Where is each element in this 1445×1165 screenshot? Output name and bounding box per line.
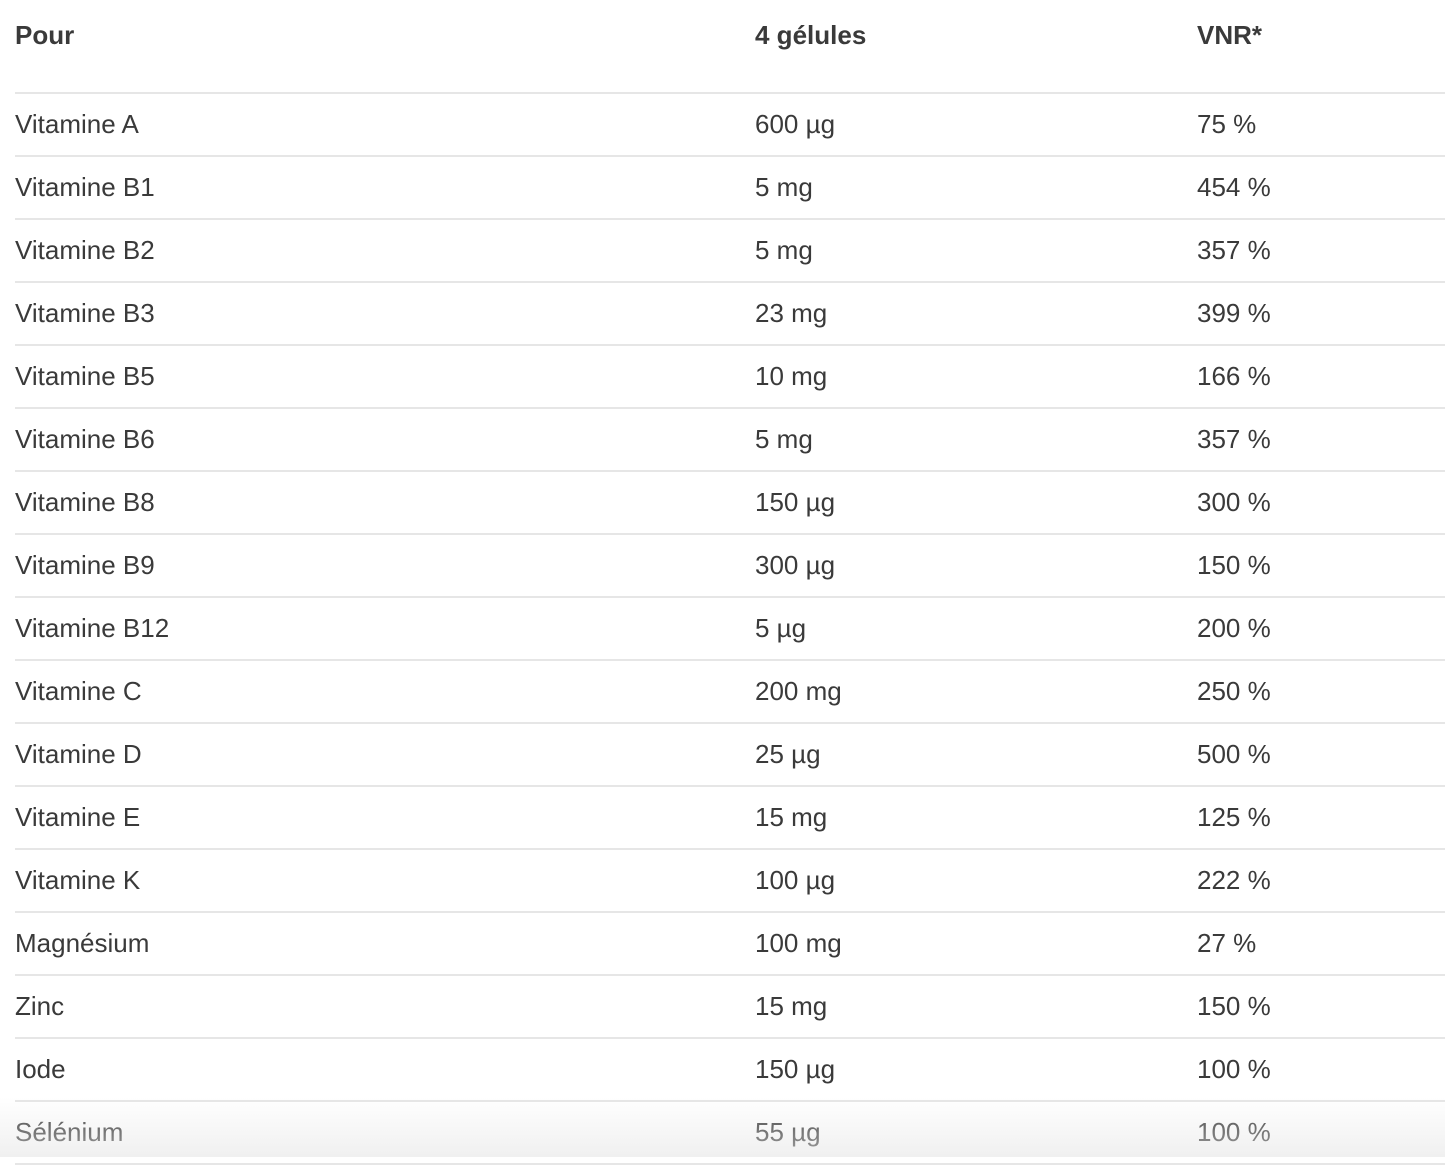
vnr-value: 125 % [1197, 786, 1445, 850]
dose-value: 100 mg [755, 912, 1197, 976]
table-row: Vitamine B3 23 mg 399 % [15, 282, 1445, 346]
dose-value: 15 mg [755, 786, 1197, 850]
dose-value: 10 mg [755, 345, 1197, 409]
table-header-row: Pour 4 gélules VNR* [15, 0, 1445, 94]
nutrient-name: Vitamine B2 [15, 219, 755, 283]
dose-value: 55 µg [755, 1101, 1197, 1165]
dose-value: 100 µg [755, 849, 1197, 913]
table-row: Vitamine B12 5 µg 200 % [15, 597, 1445, 661]
nutrient-name: Vitamine B8 [15, 471, 755, 535]
dose-value: 23 mg [755, 282, 1197, 346]
nutrient-name: Vitamine B12 [15, 597, 755, 661]
nutrient-name: Vitamine B1 [15, 156, 755, 220]
vnr-value: 100 % [1197, 1038, 1445, 1102]
dose-value: 15 mg [755, 975, 1197, 1039]
table-row: Vitamine B9 300 µg 150 % [15, 534, 1445, 598]
table-row: Iode 150 µg 100 % [15, 1038, 1445, 1102]
vnr-value: 150 % [1197, 975, 1445, 1039]
vnr-value: 250 % [1197, 660, 1445, 724]
nutrition-table: Pour 4 gélules VNR* Vitamine A 600 µg 75 %… [15, 0, 1445, 1165]
table-row: Vitamine B8 150 µg 300 % [15, 471, 1445, 535]
dose-value: 150 µg [755, 471, 1197, 535]
vnr-value: 500 % [1197, 723, 1445, 787]
nutrient-name: Sélénium [15, 1101, 755, 1165]
dose-value: 25 µg [755, 723, 1197, 787]
table-row: Vitamine C 200 mg 250 % [15, 660, 1445, 724]
nutrient-name: Vitamine B9 [15, 534, 755, 598]
table-row: Vitamine D 25 µg 500 % [15, 723, 1445, 787]
nutrient-name: Vitamine K [15, 849, 755, 913]
vnr-value: 27 % [1197, 912, 1445, 976]
dose-value: 300 µg [755, 534, 1197, 598]
table-row: Vitamine B1 5 mg 454 % [15, 156, 1445, 220]
table-row: Sélénium 55 µg 100 % [15, 1101, 1445, 1165]
table-row: Vitamine B5 10 mg 166 % [15, 345, 1445, 409]
nutrient-name: Vitamine B3 [15, 282, 755, 346]
nutrient-name: Vitamine B6 [15, 408, 755, 472]
nutrient-name: Zinc [15, 975, 755, 1039]
vnr-value: 300 % [1197, 471, 1445, 535]
table-row: Magnésium 100 mg 27 % [15, 912, 1445, 976]
vnr-value: 357 % [1197, 408, 1445, 472]
dose-value: 150 µg [755, 1038, 1197, 1102]
table-row: Zinc 15 mg 150 % [15, 975, 1445, 1039]
vnr-value: 100 % [1197, 1101, 1445, 1165]
vnr-value: 357 % [1197, 219, 1445, 283]
dose-value: 5 mg [755, 219, 1197, 283]
vnr-value: 200 % [1197, 597, 1445, 661]
table-row: Vitamine E 15 mg 125 % [15, 786, 1445, 850]
nutrient-name: Vitamine C [15, 660, 755, 724]
vnr-value: 399 % [1197, 282, 1445, 346]
vnr-value: 222 % [1197, 849, 1445, 913]
dose-value: 600 µg [755, 93, 1197, 157]
vnr-value: 166 % [1197, 345, 1445, 409]
table-row: Vitamine A 600 µg 75 % [15, 93, 1445, 157]
dose-value: 200 mg [755, 660, 1197, 724]
vnr-value: 75 % [1197, 93, 1445, 157]
nutrient-name: Magnésium [15, 912, 755, 976]
dose-value: 5 µg [755, 597, 1197, 661]
vnr-value: 454 % [1197, 156, 1445, 220]
table-row: Vitamine B6 5 mg 357 % [15, 408, 1445, 472]
vnr-value: 150 % [1197, 534, 1445, 598]
nutrient-name: Iode [15, 1038, 755, 1102]
nutrient-name: Vitamine A [15, 93, 755, 157]
dose-value: 5 mg [755, 156, 1197, 220]
dose-value: 5 mg [755, 408, 1197, 472]
header-dose: 4 gélules [755, 0, 1197, 94]
table-row: Vitamine B2 5 mg 357 % [15, 219, 1445, 283]
header-pour: Pour [15, 0, 755, 94]
nutrient-name: Vitamine E [15, 786, 755, 850]
header-vnr: VNR* [1197, 0, 1445, 94]
table-row: Vitamine K 100 µg 222 % [15, 849, 1445, 913]
nutrient-name: Vitamine D [15, 723, 755, 787]
nutrient-name: Vitamine B5 [15, 345, 755, 409]
